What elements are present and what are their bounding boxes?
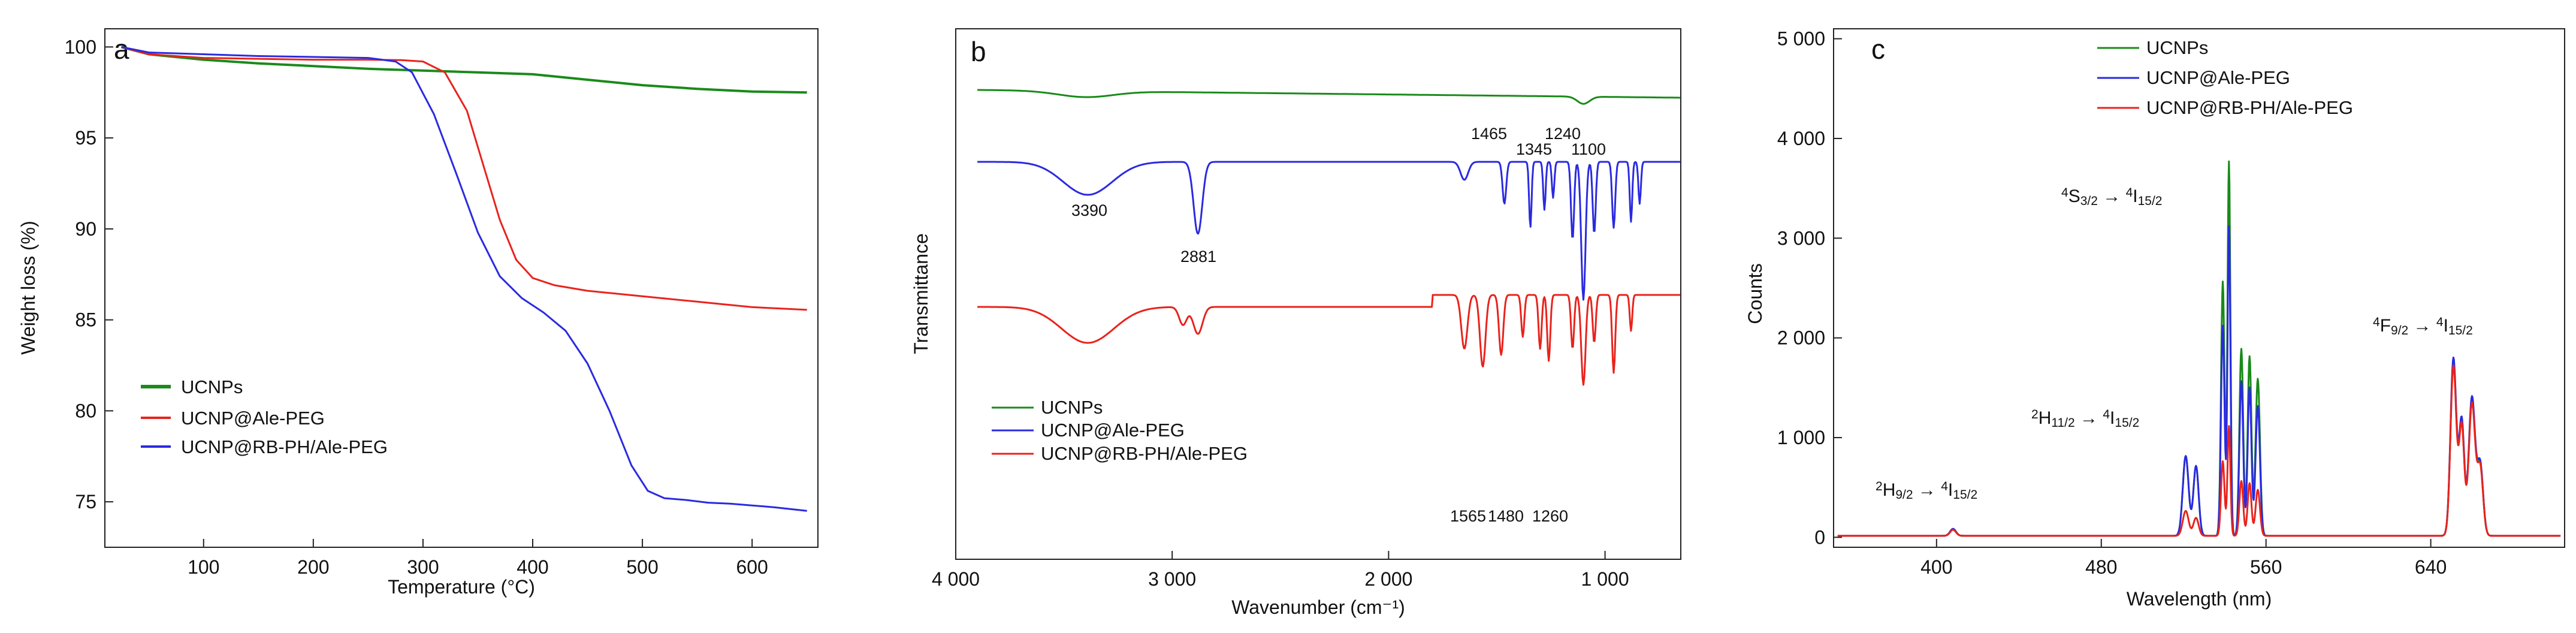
legend-label-ucnp-rb-ph: UCNP@RB-PH/Ale-PEG — [1041, 443, 1248, 464]
series-line-ucnp-ale-peg — [977, 161, 1681, 301]
panel-a-x-axis-label: Temperature (°C) — [388, 576, 535, 598]
y-tick-label: 85 — [75, 309, 96, 331]
x-tick-label: 1 000 — [1581, 568, 1629, 590]
y-tick-label: 90 — [75, 218, 96, 240]
panel-b-series — [977, 89, 1681, 386]
x-tick-label: 200 — [297, 556, 329, 578]
peak-label-1480: 1480 — [1488, 507, 1524, 525]
y-tick-label: 2 000 — [1777, 327, 1825, 349]
panel-a-legend: UCNPs UCNP@Ale-PEG UCNP@RB-PH/Ale-PEG — [141, 376, 388, 457]
x-tick-label: 480 — [2085, 556, 2117, 578]
x-tick-label: 400 — [517, 556, 548, 578]
panel-c-transition-labels: 2H9/2 → 4I15/2 2H11/2 → 4I15/2 4S3/2 → 4I1… — [1876, 186, 2473, 502]
panel-a-x-ticks: 100 200 300 400 500 600 — [188, 539, 768, 578]
x-tick-label: 560 — [2250, 556, 2282, 578]
transition-label: 2H11/2 → 4I15/2 — [2031, 408, 2139, 430]
panel-c-luminescence-chart: c 400 480 560 640 0 1 000 2 000 3 000 4 000 5 00… — [1744, 28, 2565, 610]
panel-a-series — [120, 46, 807, 512]
legend-label-ucnp-ale-peg: UCNP@Ale-PEG — [1041, 420, 1185, 441]
panel-b-y-axis-label: Transmittance — [910, 233, 932, 354]
series-line-ucnp-rb-ph-ale-peg — [121, 46, 807, 512]
series-line-ucnps — [120, 46, 807, 94]
y-tick-label: 100 — [65, 36, 96, 58]
legend-label-ucnp-rb-ph: UCNP@RB-PH/Ale-PEG — [2146, 97, 2353, 118]
panel-c-frame — [1833, 28, 2565, 548]
series-line-ucnps — [977, 89, 1681, 105]
panel-c-x-ticks: 400 480 560 640 — [1920, 539, 2447, 578]
panel-b-legend: UCNPs UCNP@Ale-PEG UCNP@RB-PH/Ale-PEG — [992, 397, 1248, 464]
x-tick-label: 2 000 — [1364, 568, 1412, 590]
panel-b-annotations: 1465 1240 1345 1100 3390 2881 1565 1480 … — [1071, 125, 1606, 525]
y-tick-label: 0 — [1814, 526, 1825, 548]
x-tick-label: 3 000 — [1148, 568, 1196, 590]
legend-label-ucnp-rb-ph: UCNP@RB-PH/Ale-PEG — [181, 436, 388, 457]
transition-label: 2H9/2 → 4I15/2 — [1876, 480, 1977, 502]
legend-label-ucnps: UCNPs — [1041, 397, 1103, 418]
panel-a-frame — [104, 28, 819, 548]
y-tick-label: 1 000 — [1777, 427, 1825, 448]
peak-label-1240: 1240 — [1545, 125, 1581, 143]
panel-b-frame — [955, 28, 1681, 560]
x-tick-label: 100 — [188, 556, 219, 578]
peak-label-1345: 1345 — [1516, 140, 1552, 158]
y-tick-label: 80 — [75, 400, 96, 421]
series-line-ucnp-rb-ph-ale-peg — [1837, 364, 2561, 537]
peak-label-2881: 2881 — [1180, 248, 1216, 266]
x-tick-label: 300 — [407, 556, 439, 578]
peak-label-3390: 3390 — [1071, 201, 1107, 219]
peak-label-1260: 1260 — [1532, 507, 1568, 525]
panel-c-x-axis-label: Wavelength (nm) — [2127, 588, 2272, 610]
y-tick-label: 3 000 — [1777, 227, 1825, 249]
y-tick-label: 5 000 — [1777, 28, 1825, 50]
panel-c-legend: UCNPs UCNP@Ale-PEG UCNP@RB-PH/Ale-PEG — [2097, 37, 2353, 118]
panel-b-x-ticks: 4 000 3 000 2 000 1 000 — [932, 551, 1629, 590]
panel-c-y-ticks: 0 1 000 2 000 3 000 4 000 5 000 — [1777, 28, 1842, 548]
panel-a-y-axis-label: Weight loss (%) — [17, 221, 39, 354]
peak-label-1565: 1565 — [1450, 507, 1486, 525]
y-tick-label: 75 — [75, 491, 96, 513]
y-tick-label: 4 000 — [1777, 128, 1825, 149]
x-tick-label: 640 — [2415, 556, 2447, 578]
x-tick-label: 4 000 — [932, 568, 980, 590]
series-line-ucnp-rb-ph-ale-peg — [977, 294, 1681, 386]
transition-label: 4S3/2 → 4I15/2 — [2061, 186, 2162, 209]
x-tick-label: 400 — [1920, 556, 1952, 578]
panel-c-y-axis-label: Counts — [1744, 263, 1766, 324]
panel-c-label: c — [1871, 34, 1885, 65]
panel-a-y-ticks: 75 80 85 90 95 100 — [65, 36, 113, 513]
peak-label-1465: 1465 — [1471, 125, 1507, 143]
legend-label-ucnps: UCNPs — [181, 376, 243, 397]
legend-label-ucnp-ale-peg: UCNP@Ale-PEG — [181, 408, 325, 429]
x-tick-label: 500 — [626, 556, 658, 578]
y-tick-label: 95 — [75, 127, 96, 149]
panel-b-x-axis-label: Wavenumber (cm⁻¹) — [1231, 596, 1405, 618]
x-tick-label: 600 — [736, 556, 768, 578]
panel-b-ftir-chart: b 4 000 3 000 2 000 1 000 Wavenumber (cm⁻¹)… — [910, 28, 1681, 618]
series-line-ucnp-ale-peg — [121, 46, 807, 311]
peak-label-1100: 1100 — [1571, 140, 1606, 158]
panel-c-series — [1837, 160, 2561, 537]
legend-label-ucnp-ale-peg: UCNP@Ale-PEG — [2146, 67, 2290, 88]
legend-label-ucnps: UCNPs — [2146, 37, 2208, 58]
transition-label: 4F9/2 → 4I15/2 — [2373, 315, 2473, 338]
panel-b-label: b — [971, 36, 986, 67]
